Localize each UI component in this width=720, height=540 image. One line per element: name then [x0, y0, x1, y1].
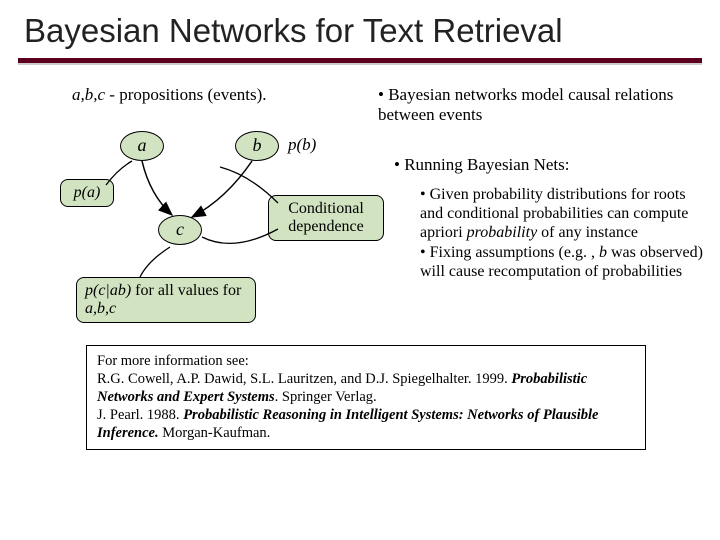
page-title: Bayesian Networks for Text Retrieval: [0, 0, 720, 56]
r2-tail: Morgan-Kaufman.: [159, 425, 271, 441]
b3a-tail: of any instance: [537, 224, 638, 241]
r1-head: R.G. Cowell, A.P. Dawid, S.L. Lauritzen,…: [97, 371, 511, 387]
bullet-3: • Given probability distributions for ro…: [420, 185, 712, 281]
node-c: c: [158, 215, 202, 245]
r2-head: J. Pearl. 1988.: [97, 407, 183, 423]
label-pb: p(b): [288, 135, 316, 155]
b3b-em: b: [599, 244, 607, 261]
node-a: a: [120, 131, 164, 161]
ref-lead: For more information see:: [97, 352, 635, 370]
ref-2: J. Pearl. 1988. Probabilistic Reasoning …: [97, 406, 635, 442]
pcab-rest: for all values for: [131, 282, 241, 299]
pcab-head: p(c|ab): [85, 282, 131, 299]
intro-rest: - propositions (events).: [105, 85, 266, 104]
intro-line: a,b,c - propositions (events).: [72, 85, 267, 105]
bullet-2: • Running Bayesian Nets:: [394, 155, 704, 175]
bullet-1: • Bayesian networks model causal relatio…: [378, 85, 688, 126]
callout-cond: Conditional dependence: [268, 195, 384, 241]
references-box: For more information see: R.G. Cowell, A…: [86, 345, 646, 450]
b3b-head: • Fixing assumptions (e.g. ,: [420, 244, 599, 261]
node-b: b: [235, 131, 279, 161]
pcab-vars: a,b,c: [85, 300, 116, 317]
r1-tail: . Springer Verlag.: [275, 389, 377, 405]
callout-pcab: p(c|ab) for all values for a,b,c: [76, 277, 256, 323]
b3a-em: probability: [467, 224, 538, 241]
intro-vars: a,b,c: [72, 85, 105, 104]
content-panel: a,b,c - propositions (events). • Bayesia…: [0, 65, 720, 445]
callout-pa: p(a): [60, 179, 114, 207]
ref-1: R.G. Cowell, A.P. Dawid, S.L. Lauritzen,…: [97, 370, 635, 406]
